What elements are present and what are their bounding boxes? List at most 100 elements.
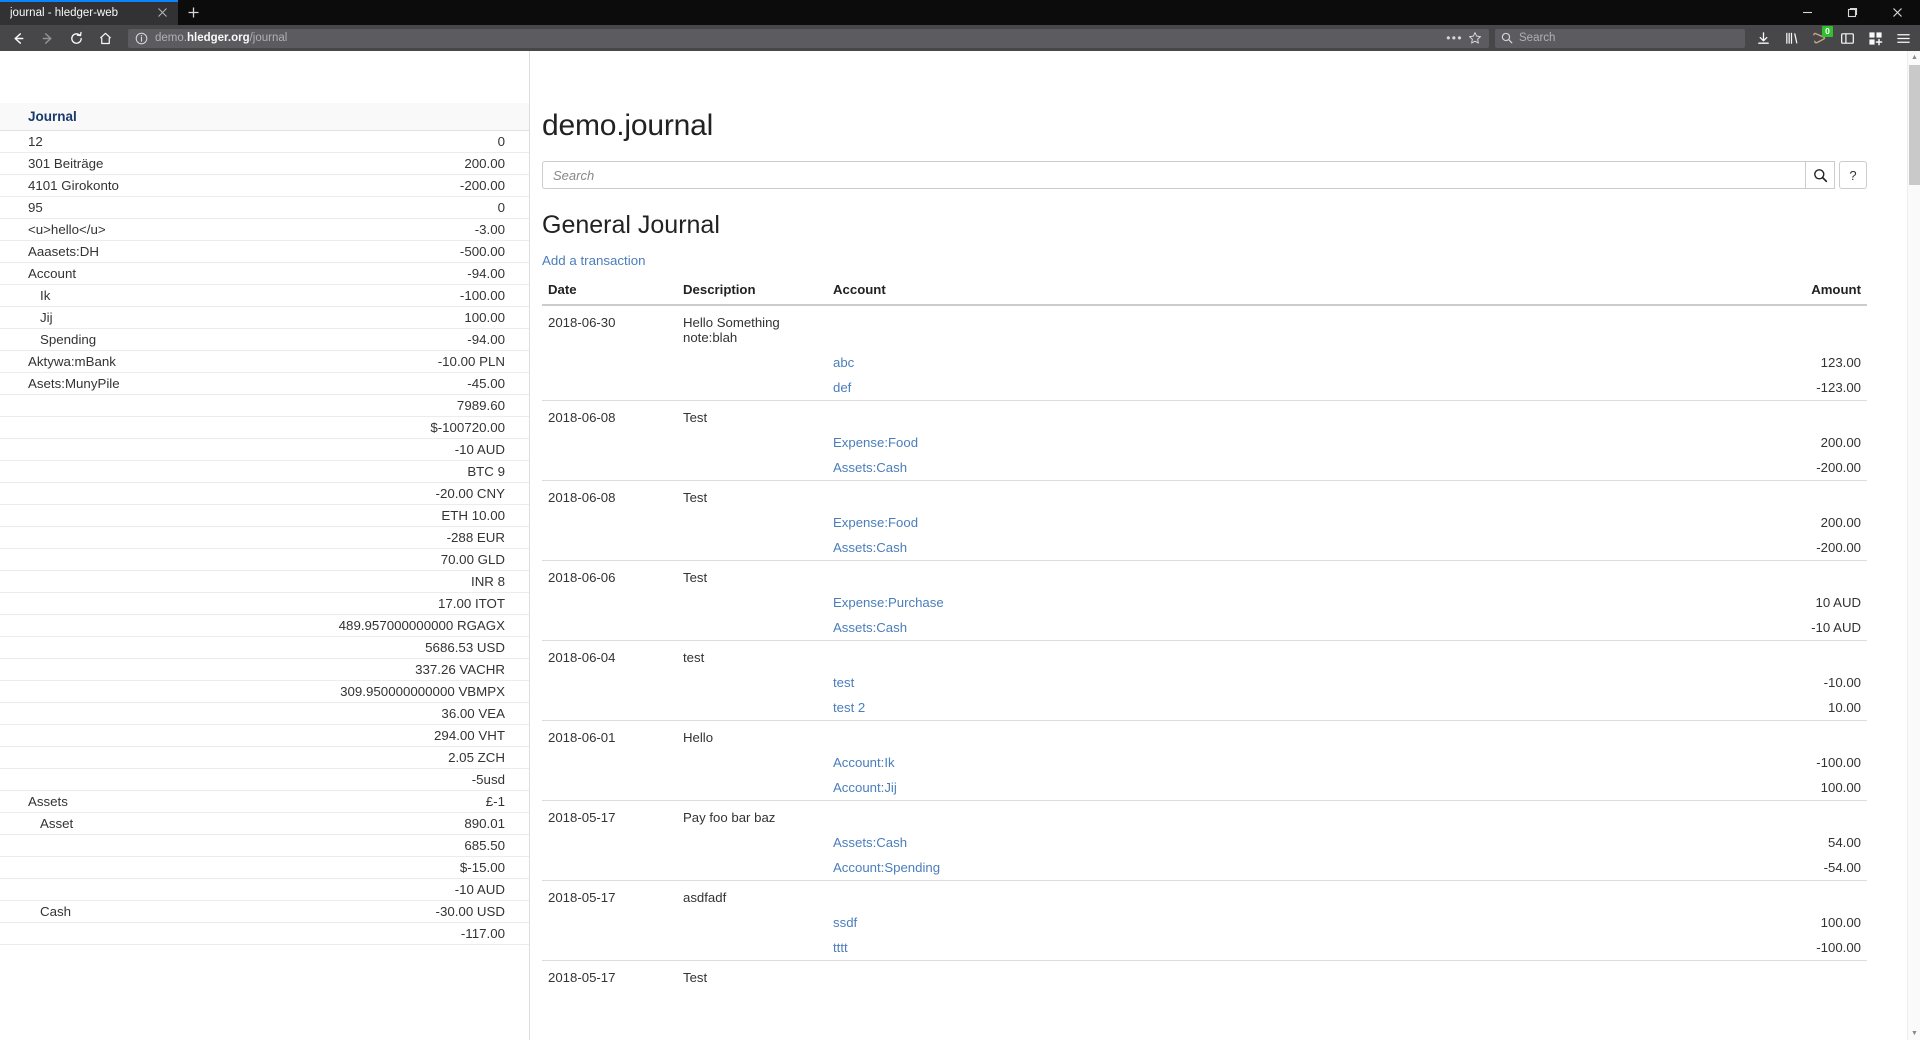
transaction-row[interactable]: 2018-06-08 Test [542, 400, 1867, 430]
library-icon[interactable] [1778, 26, 1804, 50]
account-row[interactable]: $-100720.00 [0, 417, 529, 439]
posting-row[interactable]: Account:Ik -100.00 [542, 750, 1867, 775]
account-row[interactable]: Aktywa:mBank -10.00 PLN [0, 351, 529, 373]
transaction-row[interactable]: 2018-06-04 test [542, 640, 1867, 670]
account-row[interactable]: -117.00 [0, 923, 529, 945]
browser-search-bar[interactable]: Search [1495, 28, 1745, 48]
account-row[interactable]: <u>hello</u> -3.00 [0, 219, 529, 241]
account-row[interactable]: Aaasets:DH -500.00 [0, 241, 529, 263]
posting-account-link[interactable]: test [833, 675, 855, 690]
page-info-icon[interactable] [135, 32, 148, 45]
account-row[interactable]: 70.00 GLD [0, 549, 529, 571]
account-row[interactable]: 7989.60 [0, 395, 529, 417]
posting-row[interactable]: test 2 10.00 [542, 695, 1867, 721]
scroll-down-arrow-icon[interactable]: ▼ [1911, 1030, 1918, 1037]
page-scrollbar[interactable]: ▲ ▼ [1907, 51, 1920, 1040]
account-row[interactable]: Cash -30.00 USD [0, 901, 529, 923]
posting-account-link[interactable]: Expense:Food [833, 435, 919, 450]
accounts-header-journal[interactable]: Journal [0, 103, 529, 131]
add-transaction-link[interactable]: Add a transaction [542, 253, 646, 268]
account-row[interactable]: 95 0 [0, 197, 529, 219]
account-row[interactable]: 309.950000000000 VBMPX [0, 681, 529, 703]
new-tab-button[interactable] [178, 0, 208, 25]
account-row[interactable]: 294.00 VHT [0, 725, 529, 747]
reload-icon[interactable] [62, 26, 90, 50]
posting-row[interactable]: Assets:Cash 54.00 [542, 830, 1867, 855]
scrollbar-thumb[interactable] [1909, 65, 1920, 185]
addons-icon[interactable] [1862, 26, 1888, 50]
window-minimize-button[interactable] [1785, 0, 1830, 25]
forward-arrow-icon[interactable] [33, 26, 61, 50]
account-row[interactable]: 685.50 [0, 835, 529, 857]
posting-row[interactable]: Assets:Cash -200.00 [542, 535, 1867, 561]
posting-row[interactable]: test -10.00 [542, 670, 1867, 695]
posting-account-link[interactable]: Assets:Cash [833, 835, 908, 850]
posting-account-link[interactable]: Assets:Cash [833, 620, 908, 635]
transaction-row[interactable]: 2018-06-08 Test [542, 480, 1867, 510]
posting-account-link[interactable]: Expense:Purchase [833, 595, 944, 610]
account-row[interactable]: -288 EUR [0, 527, 529, 549]
posting-account-link[interactable]: tttt [833, 940, 848, 955]
posting-row[interactable]: Expense:Food 200.00 [542, 430, 1867, 455]
account-row[interactable]: Ik -100.00 [0, 285, 529, 307]
posting-account-link[interactable]: ssdf [833, 915, 858, 930]
account-row[interactable]: 301 Beiträge 200.00 [0, 153, 529, 175]
transaction-row[interactable]: 2018-06-30 Hello Something note:blah [542, 305, 1867, 350]
account-row[interactable]: Assets £-1 [0, 791, 529, 813]
account-row[interactable]: 17.00 ITOT [0, 593, 529, 615]
posting-row[interactable]: Account:Spending -54.00 [542, 855, 1867, 881]
tab-close-icon[interactable] [154, 5, 170, 21]
account-row[interactable]: -10 AUD [0, 879, 529, 901]
posting-account-link[interactable]: abc [833, 355, 855, 370]
window-maximize-button[interactable] [1830, 0, 1875, 25]
account-row[interactable]: -10 AUD [0, 439, 529, 461]
account-row[interactable]: 489.957000000000 RGAGX [0, 615, 529, 637]
url-bar[interactable]: demo.hledger.org/journal ••• [128, 28, 1489, 48]
window-close-button[interactable] [1875, 0, 1920, 25]
ellipsis-icon[interactable]: ••• [1446, 31, 1463, 45]
posting-account-link[interactable]: def [833, 380, 852, 395]
posting-account-link[interactable]: Account:Jij [833, 780, 897, 795]
account-row[interactable]: Account -94.00 [0, 263, 529, 285]
transaction-row[interactable]: 2018-06-01 Hello [542, 720, 1867, 750]
account-row[interactable]: Jij 100.00 [0, 307, 529, 329]
menu-icon[interactable] [1890, 26, 1916, 50]
account-row[interactable]: ETH 10.00 [0, 505, 529, 527]
search-submit-button[interactable] [1805, 161, 1835, 189]
posting-account-link[interactable]: Assets:Cash [833, 460, 908, 475]
account-row[interactable]: 36.00 VEA [0, 703, 529, 725]
account-row[interactable]: Asets:MunyPile -45.00 [0, 373, 529, 395]
search-help-button[interactable]: ? [1839, 161, 1867, 189]
account-row[interactable]: 5686.53 USD [0, 637, 529, 659]
transaction-row[interactable]: 2018-05-17 asdfadf [542, 880, 1867, 910]
home-icon[interactable] [91, 26, 119, 50]
sidebar-icon[interactable] [1834, 26, 1860, 50]
posting-row[interactable]: abc 123.00 [542, 350, 1867, 375]
posting-row[interactable]: Expense:Food 200.00 [542, 510, 1867, 535]
account-row[interactable]: 12 0 [0, 131, 529, 153]
posting-account-link[interactable]: Account:Spending [833, 860, 941, 875]
posting-row[interactable]: Account:Jij 100.00 [542, 775, 1867, 801]
account-row[interactable]: Asset 890.01 [0, 813, 529, 835]
posting-account-link[interactable]: Account:Ik [833, 755, 895, 770]
account-row[interactable]: $-15.00 [0, 857, 529, 879]
posting-account-link[interactable]: test 2 [833, 700, 866, 715]
transaction-row[interactable]: 2018-05-17 Pay foo bar baz [542, 800, 1867, 830]
posting-row[interactable]: Expense:Purchase 10 AUD [542, 590, 1867, 615]
posting-row[interactable]: Assets:Cash -200.00 [542, 455, 1867, 481]
posting-account-link[interactable]: Expense:Food [833, 515, 919, 530]
posting-row[interactable]: ssdf 100.00 [542, 910, 1867, 935]
account-row[interactable]: Spending -94.00 [0, 329, 529, 351]
downloads-icon[interactable] [1750, 26, 1776, 50]
account-row[interactable]: -5usd [0, 769, 529, 791]
pocket-icon[interactable]: 0 [1806, 26, 1833, 50]
account-row[interactable]: 337.26 VACHR [0, 659, 529, 681]
transaction-row[interactable]: 2018-05-17 Test [542, 960, 1867, 990]
posting-row[interactable]: Assets:Cash -10 AUD [542, 615, 1867, 641]
search-input[interactable] [542, 161, 1805, 189]
posting-account-link[interactable]: Assets:Cash [833, 540, 908, 555]
scroll-up-arrow-icon[interactable]: ▲ [1911, 54, 1918, 61]
browser-tab-journal[interactable]: journal - hledger-web [0, 0, 178, 25]
account-row[interactable]: 4101 Girokonto -200.00 [0, 175, 529, 197]
star-icon[interactable] [1468, 31, 1484, 45]
